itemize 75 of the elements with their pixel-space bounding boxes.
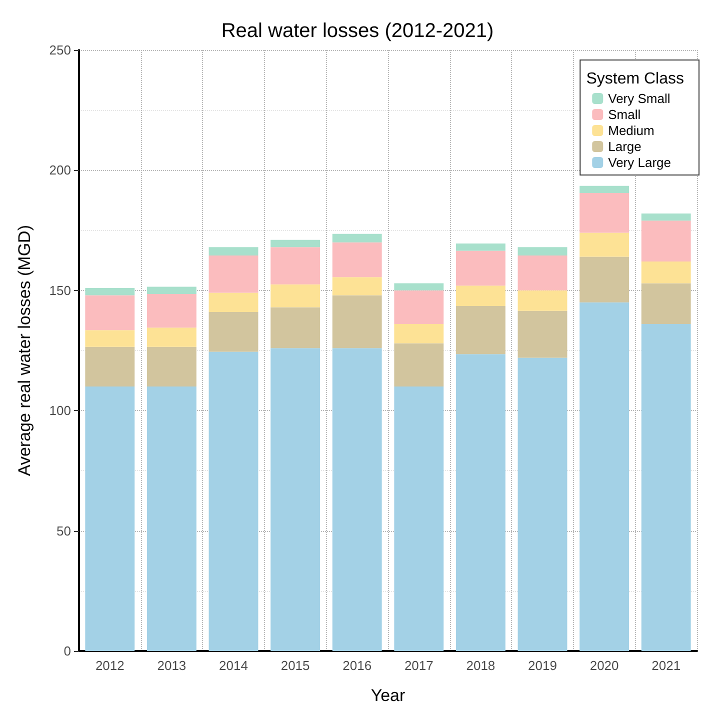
legend-label: Medium bbox=[608, 123, 654, 138]
bar bbox=[146, 294, 196, 328]
bar bbox=[332, 242, 382, 278]
legend-label: Very Small bbox=[608, 91, 670, 106]
bar bbox=[641, 283, 691, 324]
bar bbox=[518, 290, 568, 311]
bar bbox=[456, 244, 506, 251]
legend-label: Large bbox=[608, 139, 642, 154]
y-tick-label: 150 bbox=[49, 282, 71, 298]
y-axis-title: Average real water losses (MGD) bbox=[15, 225, 34, 476]
bar bbox=[208, 352, 258, 651]
bar bbox=[208, 312, 258, 352]
x-tick-label: 2016 bbox=[342, 658, 372, 673]
bar bbox=[456, 354, 506, 651]
bar bbox=[146, 346, 196, 387]
x-tick-label: 2013 bbox=[157, 658, 186, 673]
x-tick-label: 2017 bbox=[404, 658, 434, 673]
x-tick-label: 2018 bbox=[466, 658, 496, 673]
x-tick-label: 2015 bbox=[280, 658, 310, 673]
bar bbox=[641, 262, 691, 284]
bar bbox=[85, 346, 135, 387]
bar bbox=[270, 307, 320, 348]
bar bbox=[518, 358, 568, 651]
bar bbox=[332, 234, 382, 242]
legend-title: System Class bbox=[586, 70, 684, 88]
bar bbox=[270, 284, 320, 308]
bar bbox=[518, 310, 568, 358]
bar bbox=[394, 283, 444, 290]
bar bbox=[394, 343, 444, 387]
y-tick-label: 100 bbox=[49, 403, 71, 418]
bar bbox=[394, 324, 444, 344]
bar bbox=[456, 306, 506, 354]
bar bbox=[580, 256, 630, 302]
bar bbox=[208, 292, 258, 312]
bar bbox=[146, 386, 196, 651]
bar bbox=[270, 348, 320, 651]
bar bbox=[518, 247, 568, 256]
y-tick-label: 50 bbox=[56, 523, 71, 538]
bar bbox=[270, 247, 320, 284]
bar bbox=[456, 250, 506, 286]
bar bbox=[146, 286, 196, 294]
legend-label: Small bbox=[608, 107, 641, 122]
bar bbox=[208, 256, 258, 293]
x-tick-label: 2021 bbox=[652, 658, 681, 673]
bar bbox=[580, 302, 630, 651]
x-tick-label: 2020 bbox=[590, 658, 619, 673]
bar bbox=[208, 247, 258, 256]
bar bbox=[641, 220, 691, 262]
bar bbox=[332, 277, 382, 296]
x-axis-title: Year bbox=[370, 686, 406, 705]
bar bbox=[394, 290, 444, 324]
bar bbox=[332, 348, 382, 651]
bar bbox=[580, 193, 630, 233]
bar bbox=[85, 386, 135, 651]
y-tick-label: 200 bbox=[49, 162, 71, 178]
legend-label: Very Large bbox=[608, 155, 671, 170]
y-tick-label: 0 bbox=[64, 644, 71, 658]
bar bbox=[332, 295, 382, 348]
bar bbox=[641, 213, 691, 221]
chart-title: Real water losses (2012-2021) bbox=[221, 20, 494, 42]
bar bbox=[456, 286, 506, 306]
bar bbox=[580, 186, 630, 194]
bar bbox=[518, 256, 568, 290]
bar bbox=[85, 295, 135, 330]
bar bbox=[394, 386, 444, 651]
x-tick-label: 2014 bbox=[219, 658, 248, 673]
x-tick-label: 2019 bbox=[528, 658, 557, 673]
bar bbox=[580, 232, 630, 257]
bar bbox=[146, 328, 196, 347]
bar bbox=[270, 240, 320, 248]
bar bbox=[85, 288, 135, 296]
x-tick-label: 2012 bbox=[95, 658, 124, 673]
y-tick-label: 250 bbox=[49, 42, 71, 58]
bar bbox=[641, 324, 691, 651]
bar bbox=[85, 330, 135, 347]
